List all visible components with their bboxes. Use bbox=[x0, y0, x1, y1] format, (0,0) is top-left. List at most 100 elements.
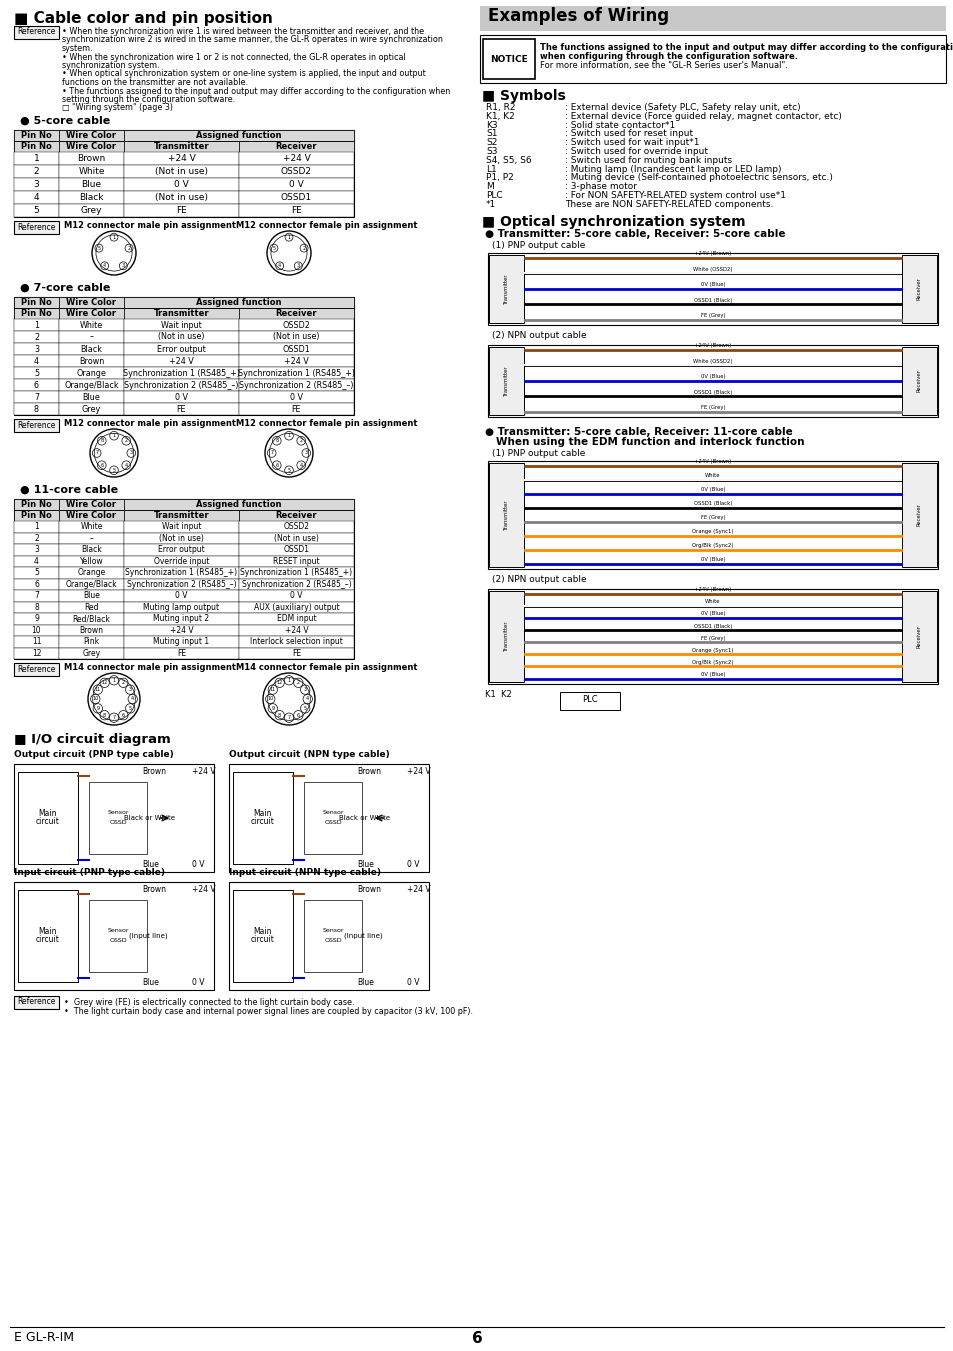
Text: L1: L1 bbox=[485, 165, 497, 173]
Bar bbox=[124, 319, 239, 331]
Bar bbox=[14, 190, 59, 204]
Bar bbox=[59, 204, 124, 218]
Bar bbox=[233, 771, 293, 865]
Text: : Muting device (Self-contained photoelectric sensors, etc.): : Muting device (Self-contained photoele… bbox=[564, 173, 832, 182]
Text: 8: 8 bbox=[100, 438, 103, 443]
Bar bbox=[239, 521, 354, 532]
Text: (Not in use): (Not in use) bbox=[274, 534, 318, 543]
Bar bbox=[14, 297, 354, 415]
Text: 3: 3 bbox=[304, 450, 308, 455]
Bar bbox=[488, 253, 937, 324]
Text: 0 V: 0 V bbox=[407, 861, 419, 869]
Text: • When the synchronization wire 1 is wired between the transmitter and receiver,: • When the synchronization wire 1 is wir… bbox=[62, 27, 424, 36]
Text: • When the synchronization wire 1 or 2 is not connected, the GL-R operates in op: • When the synchronization wire 1 or 2 i… bbox=[62, 53, 405, 62]
Bar bbox=[14, 222, 59, 234]
Text: 0 V: 0 V bbox=[174, 180, 189, 189]
Text: 1: 1 bbox=[287, 678, 291, 682]
Bar bbox=[14, 578, 59, 590]
Text: ● Transmitter: 5-core cable, Receiver: 11-core cable: ● Transmitter: 5-core cable, Receiver: 1… bbox=[484, 427, 792, 436]
Text: 0V (Blue): 0V (Blue) bbox=[700, 374, 724, 380]
Bar bbox=[14, 601, 59, 613]
Bar bbox=[14, 544, 59, 555]
Text: 1: 1 bbox=[287, 235, 291, 239]
Bar bbox=[14, 319, 59, 331]
Text: PLC: PLC bbox=[485, 190, 502, 200]
Bar bbox=[479, 5, 945, 31]
Text: (Input line): (Input line) bbox=[129, 932, 168, 939]
Bar bbox=[239, 532, 354, 544]
Text: 4: 4 bbox=[125, 463, 128, 467]
Bar bbox=[124, 390, 239, 403]
Text: FE (Grey): FE (Grey) bbox=[700, 515, 724, 520]
Bar bbox=[59, 499, 124, 509]
Text: OSSD: OSSD bbox=[109, 820, 127, 825]
Text: Reference: Reference bbox=[17, 420, 55, 430]
Text: 0V (Blue): 0V (Blue) bbox=[700, 612, 724, 616]
Text: : For NON SAFETY-RELATED system control use*1: : For NON SAFETY-RELATED system control … bbox=[564, 190, 785, 200]
Text: 1: 1 bbox=[34, 523, 39, 531]
Text: Wait input: Wait input bbox=[162, 523, 201, 531]
Bar bbox=[14, 308, 59, 319]
Text: White: White bbox=[80, 320, 103, 330]
Bar bbox=[59, 297, 124, 308]
Text: Muting input 1: Muting input 1 bbox=[153, 638, 210, 646]
Text: Brown: Brown bbox=[356, 767, 380, 775]
Text: Synchronization 1 (RS485_+): Synchronization 1 (RS485_+) bbox=[240, 569, 353, 577]
Text: Wire Color: Wire Color bbox=[67, 142, 116, 151]
Text: Brown: Brown bbox=[356, 885, 380, 894]
Text: +24 V: +24 V bbox=[192, 885, 215, 894]
Text: 5: 5 bbox=[34, 369, 39, 377]
Text: 5: 5 bbox=[129, 705, 132, 711]
Text: 8: 8 bbox=[277, 713, 281, 717]
Bar bbox=[14, 509, 59, 521]
Bar bbox=[14, 130, 354, 218]
Bar bbox=[124, 308, 239, 319]
Text: FE: FE bbox=[291, 205, 301, 215]
Text: Pin No: Pin No bbox=[21, 500, 51, 509]
Text: Black or White: Black or White bbox=[124, 815, 174, 821]
Text: circuit: circuit bbox=[36, 935, 60, 943]
Text: 8: 8 bbox=[274, 438, 278, 443]
Text: Brown: Brown bbox=[79, 626, 103, 635]
Text: □ "Wiring system" (page 3): □ "Wiring system" (page 3) bbox=[62, 104, 172, 112]
Bar bbox=[124, 343, 239, 355]
Text: 11: 11 bbox=[31, 638, 41, 646]
Text: Pin No: Pin No bbox=[21, 142, 51, 151]
Bar bbox=[89, 782, 147, 854]
Bar bbox=[233, 890, 293, 982]
Bar bbox=[14, 663, 59, 676]
Text: 6: 6 bbox=[34, 580, 39, 589]
Text: 0 V: 0 V bbox=[175, 592, 188, 600]
Text: M12 connector male pin assignment: M12 connector male pin assignment bbox=[64, 419, 235, 427]
Text: AUX (auxiliary) output: AUX (auxiliary) output bbox=[253, 603, 339, 612]
Text: +24 V: +24 V bbox=[284, 626, 308, 635]
Text: White: White bbox=[78, 168, 105, 176]
Text: E GL-R-IM: E GL-R-IM bbox=[14, 1331, 74, 1344]
Text: OSSD: OSSD bbox=[109, 939, 127, 943]
Text: White: White bbox=[80, 523, 103, 531]
Text: +24 V: +24 V bbox=[407, 885, 430, 894]
Text: 7: 7 bbox=[95, 450, 98, 455]
Bar bbox=[59, 613, 124, 624]
Bar bbox=[14, 532, 59, 544]
Text: Synchronization 1 (RS485_+): Synchronization 1 (RS485_+) bbox=[237, 369, 355, 377]
Bar bbox=[488, 589, 937, 684]
Text: Blue: Blue bbox=[83, 592, 100, 600]
Text: Red: Red bbox=[84, 603, 99, 612]
Text: 2: 2 bbox=[34, 332, 39, 342]
Bar bbox=[239, 390, 354, 403]
Text: Black: Black bbox=[79, 193, 104, 203]
Bar bbox=[124, 544, 239, 555]
Text: ■ Optical synchronization system: ■ Optical synchronization system bbox=[481, 215, 745, 228]
Text: Transmitter: Transmitter bbox=[503, 273, 509, 304]
Text: Brown: Brown bbox=[142, 885, 166, 894]
Text: 7: 7 bbox=[287, 715, 291, 720]
Text: 4: 4 bbox=[103, 263, 106, 269]
Text: Sensor: Sensor bbox=[322, 811, 343, 816]
Text: S4, S5, S6: S4, S5, S6 bbox=[485, 155, 531, 165]
Text: ● 7-core cable: ● 7-core cable bbox=[20, 282, 111, 293]
Text: (2) NPN output cable: (2) NPN output cable bbox=[492, 331, 586, 339]
Bar bbox=[239, 590, 354, 601]
Bar bbox=[488, 461, 937, 569]
Text: 0 V: 0 V bbox=[289, 180, 304, 189]
